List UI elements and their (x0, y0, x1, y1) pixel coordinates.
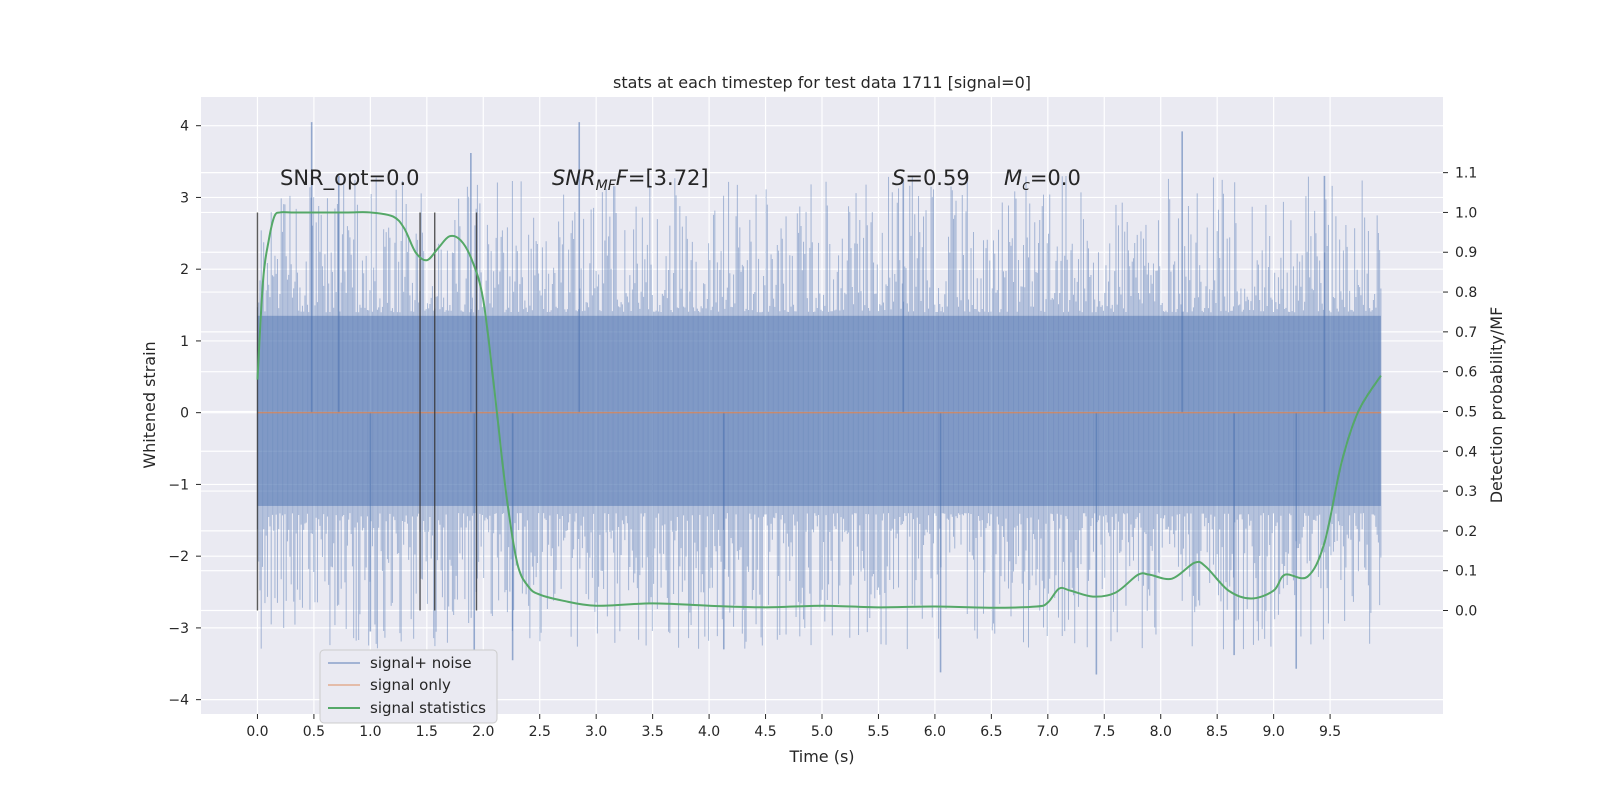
y-right-tick-label: 0.7 (1455, 325, 1477, 341)
y-right-tick-label: 0.9 (1455, 245, 1477, 261)
annotation-mc-sub: c (1022, 178, 1030, 194)
y-right-tick-label: 1.1 (1455, 166, 1477, 182)
x-tick-label: 9.5 (1319, 724, 1341, 740)
annotation-mc-main: M (1004, 166, 1022, 190)
y-left-tick-label: 1 (180, 334, 189, 350)
x-tick-label: 4.0 (698, 724, 720, 740)
y-right-tick-label: 0.1 (1455, 564, 1477, 580)
x-tick-label: 2.0 (472, 724, 494, 740)
vertical-markers (256, 212, 478, 611)
annotation-snr-opt: SNR_opt=0.0 (280, 166, 420, 191)
x-tick-label: 6.5 (980, 724, 1002, 740)
y-axis-left-label: Whitened strain (140, 341, 159, 468)
y-left-tick-label: 4 (180, 119, 189, 135)
x-axis-label: Time (s) (788, 747, 854, 766)
y-axis-right-ticks: 1.1 1.0 0.9 0.8 0.7 0.6 0.5 0.4 0.3 0.2 0.1 0.0 (1443, 166, 1477, 620)
x-axis-ticks: 0.0 0.5 1.0 1.5 2.0 2.5 3.0 3.5 4.0 4.5 5.0 5.5 6.0 6… (246, 714, 1341, 740)
annotation-snr-mf-value: =[3.72] (628, 166, 709, 190)
x-tick-label: 1.5 (416, 724, 438, 740)
annotation-s-value: =0.59 (905, 166, 969, 190)
legend: signal+ noise signal only signal statist… (319, 649, 498, 724)
y-right-tick-label: 1.0 (1455, 205, 1477, 221)
annotation-snr-mf: SNRMFF=[3.72] (552, 166, 709, 194)
y-right-tick-label: 0.3 (1455, 484, 1477, 500)
y-right-tick-label: 0.6 (1455, 365, 1477, 381)
legend-label-signal-statistics: signal statistics (370, 699, 486, 717)
y-left-tick-label: 0 (180, 406, 189, 422)
y-left-tick-label: 3 (180, 190, 189, 206)
noise-core-band (257, 315, 1381, 506)
y-right-tick-label: 0.0 (1455, 604, 1477, 620)
x-tick-label: 6.0 (924, 724, 946, 740)
annotation-mc-value: =0.0 (1030, 166, 1081, 190)
annotation-s: S=0.59 (892, 166, 970, 190)
annotation-snr-mf-f: F (616, 166, 629, 190)
annotation-snr-mf-sub: MF (596, 178, 617, 194)
y-axis-left-ticks: 4 3 2 1 0 −1 −2 −3 −4 (168, 119, 201, 709)
x-tick-label: 5.0 (811, 724, 833, 740)
x-tick-label: 3.5 (642, 724, 664, 740)
y-right-tick-label: 0.5 (1455, 404, 1477, 420)
y-left-tick-label: −3 (168, 621, 189, 637)
y-left-tick-label: 2 (180, 262, 189, 278)
y-left-tick-label: −4 (168, 693, 189, 709)
x-tick-label: 8.5 (1206, 724, 1228, 740)
annotation-s-label: S (892, 166, 905, 190)
x-tick-label: 4.5 (754, 724, 776, 740)
legend-frame (319, 649, 498, 724)
annotation-mc: Mc=0.0 (1004, 166, 1081, 194)
x-tick-label: 1.0 (359, 724, 381, 740)
x-tick-label: 0.0 (246, 724, 268, 740)
x-tick-label: 3.0 (585, 724, 607, 740)
legend-label-signal-noise: signal+ noise (370, 654, 472, 672)
y-left-tick-label: −1 (168, 477, 189, 493)
y-left-tick-label: −2 (168, 549, 189, 565)
x-tick-label: 0.5 (303, 724, 325, 740)
y-right-tick-label: 0.8 (1455, 285, 1477, 301)
y-right-tick-label: 0.4 (1455, 444, 1477, 460)
legend-label-signal-only: signal only (370, 676, 451, 694)
x-tick-label: 7.5 (1093, 724, 1115, 740)
signal-statistics-series (256, 211, 1382, 609)
x-tick-label: 2.5 (529, 724, 551, 740)
x-tick-label: 8.0 (1150, 724, 1172, 740)
annotation-snr-mf-main: SNR (552, 166, 596, 190)
chart-title: stats at each timestep for test data 171… (613, 73, 1031, 92)
x-tick-label: 5.5 (867, 724, 889, 740)
x-tick-label: 7.0 (1037, 724, 1059, 740)
y-axis-right-label: Detection probability/MF (1487, 307, 1506, 504)
x-tick-label: 9.0 (1263, 724, 1285, 740)
y-right-tick-label: 0.2 (1455, 524, 1477, 540)
